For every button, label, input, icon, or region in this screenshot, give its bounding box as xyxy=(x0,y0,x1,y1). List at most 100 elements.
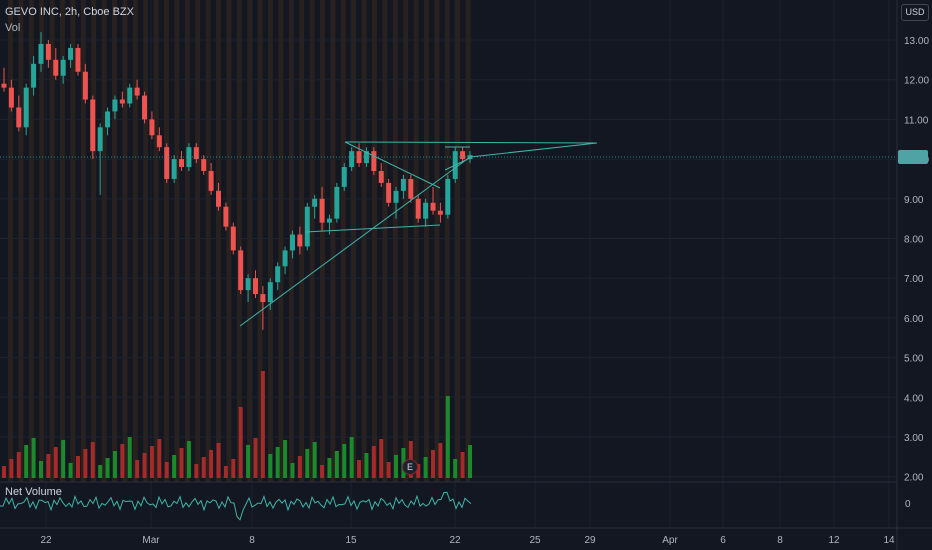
volume-bar xyxy=(349,437,354,478)
volume-bar xyxy=(9,459,14,478)
candle-body xyxy=(319,198,325,223)
time-axis: 22 Mar 8 15 22 25 29 Apr 6 8 12 14 xyxy=(40,535,895,546)
time-tick-label: 14 xyxy=(883,535,895,546)
volume-bar xyxy=(312,442,317,478)
session-stripe xyxy=(91,0,97,482)
volume-bar xyxy=(164,462,169,478)
candle-body xyxy=(90,99,96,152)
candle-body xyxy=(8,87,14,108)
session-stripe xyxy=(226,0,232,482)
volume-bar xyxy=(68,463,73,478)
volume-bar xyxy=(371,446,376,478)
session-stripe xyxy=(413,0,419,482)
volume-bar xyxy=(31,438,36,478)
candle-body xyxy=(16,107,22,128)
session-stripe xyxy=(444,0,450,482)
session-stripe xyxy=(434,0,440,482)
candle-body xyxy=(275,266,281,283)
candle-body xyxy=(105,111,111,128)
symbol-title[interactable]: GEVO INC, 2h, Cboe BZX xyxy=(5,6,134,18)
volume-bar xyxy=(142,453,147,478)
volume-bar xyxy=(334,451,339,478)
candle-body xyxy=(326,218,332,223)
time-tick-label: 12 xyxy=(828,535,840,546)
session-stripe xyxy=(49,0,55,482)
volume-bar xyxy=(253,438,258,478)
candle-body xyxy=(201,159,207,172)
volume-bar xyxy=(438,443,443,478)
session-stripe xyxy=(372,0,377,482)
volume-bar xyxy=(386,462,391,478)
session-stripe xyxy=(112,0,117,482)
currency-button[interactable]: USD xyxy=(901,4,929,21)
candle-body xyxy=(430,202,436,211)
volume-bar xyxy=(394,455,399,478)
volume-bar xyxy=(431,450,436,478)
volume-bar xyxy=(46,454,51,478)
candle-body xyxy=(245,278,251,291)
volume-bar xyxy=(38,461,43,478)
session-stripe xyxy=(268,0,273,482)
candle-body xyxy=(408,178,414,199)
session-stripe xyxy=(278,0,284,482)
candle-body xyxy=(216,190,222,207)
candle-body xyxy=(171,159,177,179)
candle-body xyxy=(156,135,162,148)
volume-bar xyxy=(223,466,228,478)
candle-body xyxy=(460,151,466,160)
time-tick-label: 29 xyxy=(584,535,596,546)
volume-bar xyxy=(423,457,428,478)
price-tick-label: 8.00 xyxy=(904,235,924,246)
flag-bottom-line xyxy=(444,157,471,171)
volume-bar xyxy=(53,447,58,478)
session-stripe xyxy=(153,0,159,482)
candle-body xyxy=(142,95,148,120)
session-stripe xyxy=(164,0,169,482)
price-tick-label: 13.00 xyxy=(904,36,929,47)
price-tick-label: 11.00 xyxy=(904,115,929,126)
price-tick-label: 12.00 xyxy=(904,76,929,87)
candle-body xyxy=(341,167,347,187)
candle-body xyxy=(186,147,192,168)
wedge-lower-line xyxy=(304,224,441,233)
candle-body xyxy=(356,151,362,164)
price-tick-label: 6.00 xyxy=(904,314,924,325)
candle-body xyxy=(282,250,288,267)
candlestick-series xyxy=(1,32,473,330)
volume-bar xyxy=(24,445,29,478)
time-tick-label: Mar xyxy=(142,535,160,546)
volume-bar xyxy=(453,459,458,478)
candle-body xyxy=(75,47,81,72)
volume-bar xyxy=(305,449,310,478)
candle-body xyxy=(53,59,59,76)
candle-body xyxy=(1,83,7,88)
volume-bar xyxy=(16,452,21,478)
candle-body xyxy=(400,178,406,191)
candle-body xyxy=(312,198,318,207)
session-stripe xyxy=(382,0,388,482)
candle-body xyxy=(437,210,443,215)
time-tick-label: 22 xyxy=(449,535,461,546)
volume-bar xyxy=(186,441,191,478)
candle-body xyxy=(112,99,118,112)
session-stripe xyxy=(132,0,138,482)
session-stripe xyxy=(60,0,65,482)
volume-bar xyxy=(216,443,221,478)
candle-body xyxy=(208,171,214,191)
price-tick-label: 9.00 xyxy=(904,195,924,206)
earnings-icon[interactable]: E xyxy=(402,459,418,475)
volume-bar xyxy=(275,447,280,478)
volume-bar xyxy=(342,444,347,478)
session-stripe xyxy=(101,0,107,482)
net-volume-label[interactable]: Net Volume xyxy=(5,486,62,498)
candle-body xyxy=(267,282,273,303)
candle-body xyxy=(45,43,51,60)
volume-label[interactable]: Vol xyxy=(5,22,21,34)
volume-bar xyxy=(260,371,265,478)
volume-bar xyxy=(120,444,125,478)
session-stripe xyxy=(184,0,190,482)
candle-body xyxy=(38,43,44,64)
volume-bar xyxy=(238,407,243,478)
time-tick-label: 8 xyxy=(249,535,255,546)
